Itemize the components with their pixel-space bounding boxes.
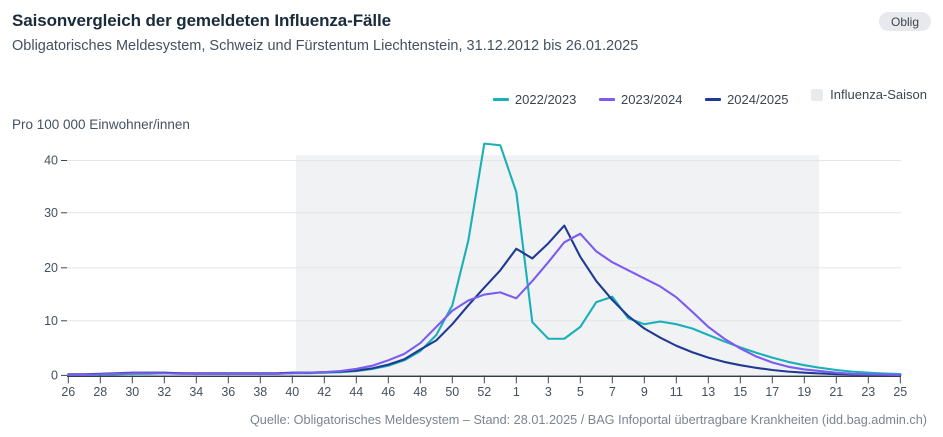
svg-text:48: 48 bbox=[413, 385, 427, 399]
svg-text:5: 5 bbox=[577, 385, 584, 399]
svg-text:38: 38 bbox=[253, 385, 267, 399]
svg-text:42: 42 bbox=[317, 385, 331, 399]
svg-text:44: 44 bbox=[349, 385, 363, 399]
svg-text:10: 10 bbox=[44, 314, 58, 328]
svg-text:13: 13 bbox=[701, 385, 715, 399]
svg-text:26: 26 bbox=[61, 385, 75, 399]
svg-text:17: 17 bbox=[765, 385, 779, 399]
svg-text:9: 9 bbox=[641, 385, 648, 399]
svg-text:25: 25 bbox=[893, 385, 907, 399]
svg-text:40: 40 bbox=[285, 385, 299, 399]
svg-text:40: 40 bbox=[44, 154, 58, 168]
svg-text:30: 30 bbox=[125, 385, 139, 399]
svg-text:34: 34 bbox=[189, 385, 203, 399]
svg-text:23: 23 bbox=[861, 385, 875, 399]
svg-text:15: 15 bbox=[733, 385, 747, 399]
svg-text:21: 21 bbox=[829, 385, 843, 399]
svg-text:36: 36 bbox=[221, 385, 235, 399]
svg-text:0: 0 bbox=[51, 369, 58, 383]
svg-text:52: 52 bbox=[477, 385, 491, 399]
svg-text:11: 11 bbox=[670, 385, 683, 399]
svg-text:1: 1 bbox=[513, 385, 520, 399]
svg-text:30: 30 bbox=[44, 206, 58, 220]
svg-text:50: 50 bbox=[445, 385, 459, 399]
svg-text:20: 20 bbox=[44, 261, 58, 275]
svg-text:46: 46 bbox=[381, 385, 395, 399]
svg-text:28: 28 bbox=[93, 385, 107, 399]
svg-text:3: 3 bbox=[545, 385, 552, 399]
svg-text:7: 7 bbox=[609, 385, 616, 399]
svg-text:19: 19 bbox=[797, 385, 811, 399]
svg-text:32: 32 bbox=[157, 385, 171, 399]
